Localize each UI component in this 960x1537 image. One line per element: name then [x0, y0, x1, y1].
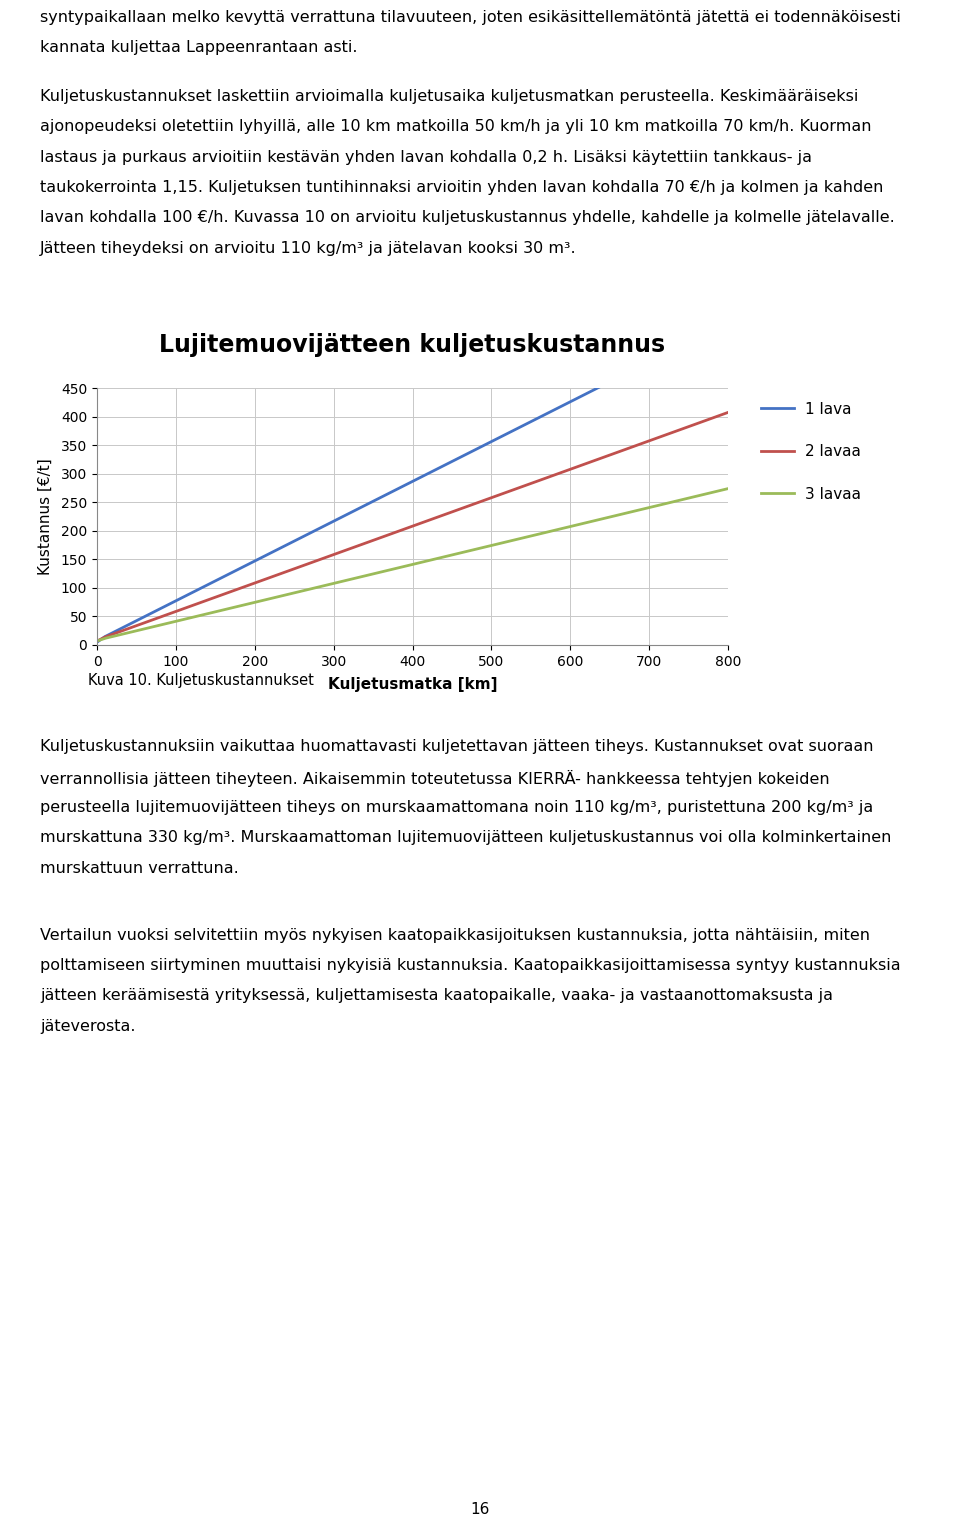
Text: Vertailun vuoksi selvitettiin myös nykyisen kaatopaikkasijoituksen kustannuksia,: Vertailun vuoksi selvitettiin myös nykyi… — [40, 928, 870, 942]
Text: taukokerrointa 1,15. Kuljetuksen tuntihinnaksi arvioitin yhden lavan kohdalla 70: taukokerrointa 1,15. Kuljetuksen tuntihi… — [40, 180, 883, 195]
Text: Kuva 10. Kuljetuskustannukset: Kuva 10. Kuljetuskustannukset — [88, 673, 314, 687]
Y-axis label: Kustannus [€/t]: Kustannus [€/t] — [37, 458, 53, 575]
Text: murskattuna 330 kg/m³. Murskaamattoman lujitemuovijätteen kuljetuskustannus voi : murskattuna 330 kg/m³. Murskaamattoman l… — [40, 830, 892, 845]
Text: Kuljetuskustannukset laskettiin arvioimalla kuljetusaika kuljetusmatkan perustee: Kuljetuskustannukset laskettiin arvioima… — [40, 89, 858, 105]
Text: syntypaikallaan melko kevyttä verrattuna tilavuuteen, joten esikäsittellemätöntä: syntypaikallaan melko kevyttä verrattuna… — [40, 11, 900, 25]
Text: Jätteen tiheydeksi on arvioitu 110 kg/m³ ja jätelavan kooksi 30 m³.: Jätteen tiheydeksi on arvioitu 110 kg/m³… — [40, 241, 577, 255]
Legend: 1 lava, 2 lavaa, 3 lavaa: 1 lava, 2 lavaa, 3 lavaa — [755, 395, 867, 507]
Text: lavan kohdalla 100 €/h. Kuvassa 10 on arvioitu kuljetuskustannus yhdelle, kahdel: lavan kohdalla 100 €/h. Kuvassa 10 on ar… — [40, 211, 895, 226]
X-axis label: Kuljetusmatka [km]: Kuljetusmatka [km] — [327, 678, 497, 692]
Text: ajonopeudeksi oletettiin lyhyillä, alle 10 km matkoilla 50 km/h ja yli 10 km mat: ajonopeudeksi oletettiin lyhyillä, alle … — [40, 120, 872, 134]
Text: lastaus ja purkaus arvioitiin kestävän yhden lavan kohdalla 0,2 h. Lisäksi käyte: lastaus ja purkaus arvioitiin kestävän y… — [40, 149, 812, 164]
Text: jätteen keräämisestä yrityksessä, kuljettamisesta kaatopaikalle, vaaka- ja vasta: jätteen keräämisestä yrityksessä, kuljet… — [40, 988, 833, 1004]
Text: Kuljetuskustannuksiin vaikuttaa huomattavasti kuljetettavan jätteen tiheys. Kust: Kuljetuskustannuksiin vaikuttaa huomatta… — [40, 739, 874, 755]
Text: 16: 16 — [470, 1502, 490, 1517]
Text: Lujitemuovijätteen kuljetuskustannus: Lujitemuovijätteen kuljetuskustannus — [159, 334, 665, 357]
Text: verrannollisia jätteen tiheyteen. Aikaisemmin toteutetussa KIERRÄ- hankkeessa te: verrannollisia jätteen tiheyteen. Aikais… — [40, 770, 829, 787]
Text: jäteverosta.: jäteverosta. — [40, 1019, 135, 1033]
Text: polttamiseen siirtyminen muuttaisi nykyisiä kustannuksia. Kaatopaikkasijoittamis: polttamiseen siirtyminen muuttaisi nykyi… — [40, 958, 900, 973]
Text: kannata kuljettaa Lappeenrantaan asti.: kannata kuljettaa Lappeenrantaan asti. — [40, 40, 357, 55]
Text: murskattuun verrattuna.: murskattuun verrattuna. — [40, 861, 239, 876]
Text: perusteella lujitemuovijätteen tiheys on murskaamattomana noin 110 kg/m³, purist: perusteella lujitemuovijätteen tiheys on… — [40, 801, 874, 815]
